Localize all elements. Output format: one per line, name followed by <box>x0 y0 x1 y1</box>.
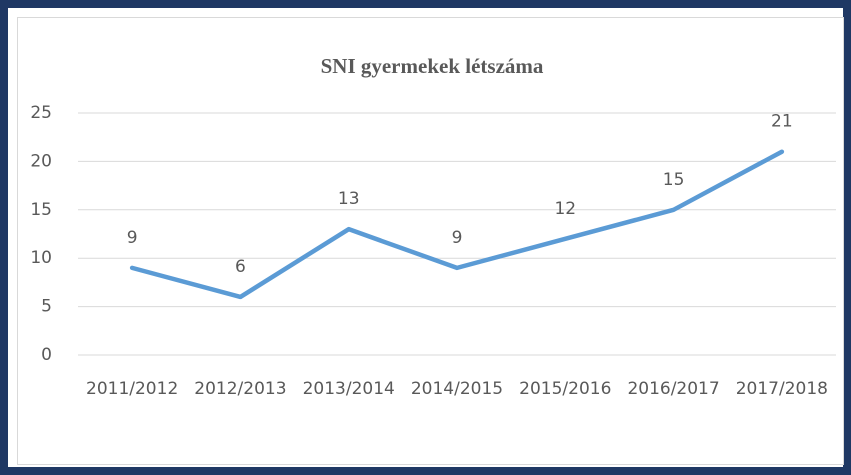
data-label: 12 <box>554 199 576 219</box>
data-label: 13 <box>338 189 360 209</box>
x-tick-label: 2011/2012 <box>86 379 178 399</box>
panel <box>8 8 843 467</box>
y-tick-label: 15 <box>30 200 52 220</box>
data-label: 6 <box>235 257 246 277</box>
data-label: 9 <box>452 228 463 248</box>
data-label: 9 <box>127 228 138 248</box>
data-line <box>129 149 785 300</box>
chart-title: SNI gyermekek létszáma <box>321 54 544 78</box>
x-tick-label: 2015/2016 <box>519 379 611 399</box>
data-label: 15 <box>663 170 685 190</box>
y-tick-label: 5 <box>41 297 52 317</box>
x-tick-label: 2013/2014 <box>303 379 395 399</box>
y-tick-label: 25 <box>30 103 52 123</box>
chart-border <box>17 17 844 465</box>
x-tick-label: 2016/2017 <box>627 379 719 399</box>
x-tick-label: 2017/2018 <box>736 379 828 399</box>
y-tick-label: 20 <box>30 151 52 171</box>
y-tick-label: 0 <box>41 345 52 365</box>
x-tick-label: 2014/2015 <box>411 379 503 399</box>
y-tick-label: 10 <box>30 248 52 268</box>
x-tick-label: 2012/2013 <box>194 379 286 399</box>
data-label: 21 <box>771 112 793 132</box>
